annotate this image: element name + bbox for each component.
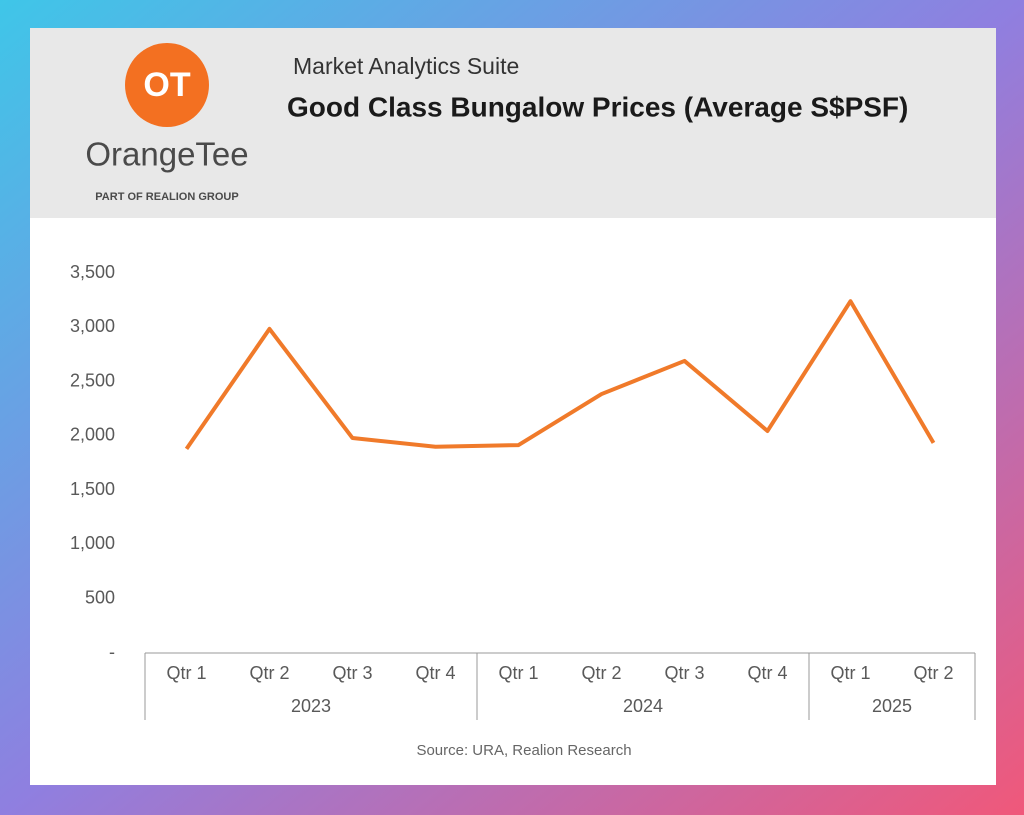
- y-tick-label: 1,500: [70, 479, 115, 499]
- x-tick-label: Qtr 2: [581, 663, 621, 683]
- chart-title: Good Class Bungalow Prices (Average S$PS…: [287, 91, 908, 122]
- x-tick-label: Qtr 4: [747, 663, 787, 683]
- x-group-label: 2023: [291, 696, 331, 716]
- x-tick-label: Qtr 3: [332, 663, 372, 683]
- x-tick-label: Qtr 3: [664, 663, 704, 683]
- x-tick-label: Qtr 1: [830, 663, 870, 683]
- y-tick-label: 3,000: [70, 316, 115, 336]
- x-tick-label: Qtr 1: [498, 663, 538, 683]
- data-line: [184, 299, 936, 451]
- logo-circle: [125, 43, 209, 127]
- y-tick-label: -: [109, 642, 115, 662]
- logo-mark: OT: [143, 66, 190, 104]
- source-note: Source: URA, Realion Research: [416, 742, 631, 759]
- x-tick-label: Qtr 1: [166, 663, 206, 683]
- chart-subtitle: Market Analytics Suite: [293, 53, 519, 79]
- logo-tagline: PART OF REALION GROUP: [95, 191, 238, 203]
- x-tick-label: Qtr 2: [249, 663, 289, 683]
- y-tick-label: 2,500: [70, 370, 115, 390]
- x-tick-label: Qtr 4: [415, 663, 455, 683]
- x-group-label: 2024: [623, 696, 663, 716]
- y-tick-label: 500: [85, 587, 115, 607]
- x-tick-label: Qtr 2: [913, 663, 953, 683]
- y-tick-label: 2,000: [70, 425, 115, 445]
- y-tick-label: 1,000: [70, 533, 115, 553]
- x-group-label: 2025: [872, 696, 912, 716]
- logo-brand: OrangeTee: [85, 136, 248, 173]
- y-tick-label: 3,500: [70, 262, 115, 282]
